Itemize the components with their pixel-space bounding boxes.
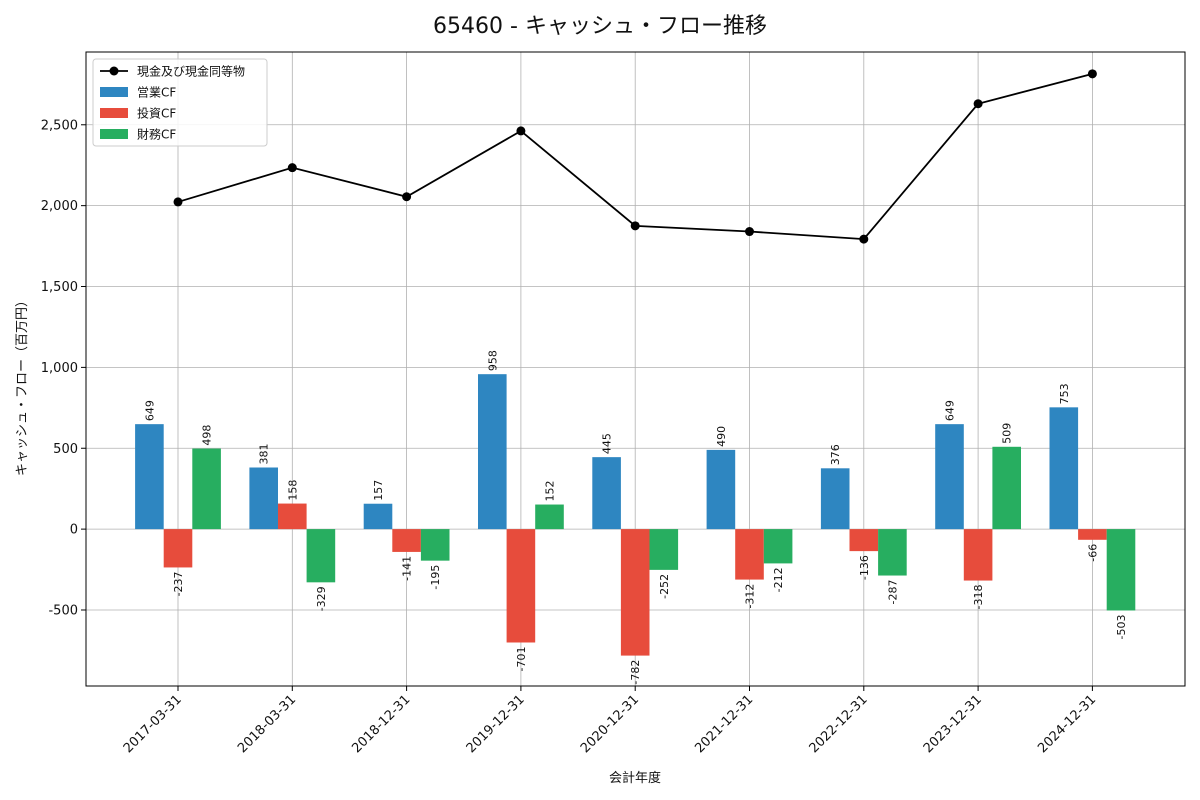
bar-財務CF-2021-12-31: [763, 529, 793, 564]
value-label: 753: [1058, 383, 1071, 404]
bar-投資CF-2021-12-31: [735, 529, 764, 580]
value-label: 498: [201, 425, 214, 446]
cash-point-2018-12-31: [402, 192, 412, 202]
bar-投資CF-2020-12-31: [620, 529, 650, 656]
value-label: -312: [744, 584, 757, 609]
bar-財務CF-2022-12-31: [878, 529, 907, 576]
bar-営業CF-2019-12-31: [478, 374, 507, 530]
x-axis-label: 会計年度: [609, 770, 661, 786]
legend-swatch: [100, 87, 128, 97]
value-label: -212: [772, 567, 785, 592]
value-label: -782: [629, 660, 642, 685]
value-label: 381: [258, 443, 271, 464]
value-label: 152: [544, 481, 557, 502]
legend-marker: [109, 66, 119, 76]
x-tick-label: 2017-03-31: [121, 692, 185, 756]
x-tick-label: 2018-03-31: [235, 692, 299, 756]
y-tick-label: -500: [48, 603, 78, 618]
bar-財務CF-2024-12-31: [1106, 529, 1136, 611]
value-label-layer: 649 381 157 958 445 490 376 649 753 -237 158 -141 -7…: [143, 350, 1128, 684]
value-label: 649: [944, 400, 957, 421]
bar-財務CF-2018-03-31: [306, 529, 336, 583]
value-label: -329: [315, 586, 328, 611]
value-label: -252: [658, 574, 671, 599]
bar-投資CF-2023-12-31: [963, 529, 993, 581]
cash-point-2017-03-31: [173, 197, 183, 207]
value-label: -136: [858, 555, 871, 580]
bar-営業CF-2017-03-31: [135, 424, 164, 530]
cash-point-2019-12-31: [516, 126, 526, 136]
legend-label: 現金及び現金同等物: [137, 64, 245, 79]
value-label: 376: [829, 444, 842, 465]
value-label: 509: [1001, 423, 1014, 444]
bar-営業CF-2018-03-31: [249, 467, 278, 530]
bar-営業CF-2024-12-31: [1049, 407, 1079, 530]
cash-point-2022-12-31: [859, 234, 869, 244]
legend-swatch: [100, 129, 128, 139]
legend-label: 投資CF: [137, 106, 176, 121]
value-label: -503: [1115, 614, 1128, 639]
bar-投資CF-2019-12-31: [506, 529, 536, 643]
bar-営業CF-2020-12-31: [592, 457, 621, 530]
legend-label: 営業CF: [137, 86, 176, 100]
bar-layer: [135, 374, 1136, 656]
cash-point-2024-12-31: [1087, 69, 1097, 79]
value-label: -237: [172, 571, 185, 596]
line-layer: [173, 69, 1097, 244]
value-label: -141: [401, 556, 414, 581]
value-label: 958: [486, 350, 499, 371]
bar-財務CF-2017-03-31: [192, 448, 221, 530]
value-label: -701: [515, 646, 528, 671]
x-tick-label: 2018-12-31: [349, 692, 413, 756]
bar-財務CF-2019-12-31: [535, 504, 564, 530]
value-label: 445: [601, 433, 614, 454]
x-tick-label: 2023-12-31: [921, 692, 985, 756]
value-label: 649: [143, 400, 156, 421]
x-tick-label: 2020-12-31: [578, 692, 642, 756]
y-tick-label: 1,000: [41, 361, 78, 376]
value-label: 157: [372, 480, 385, 501]
bar-投資CF-2018-12-31: [392, 529, 421, 552]
legend-swatch: [100, 108, 128, 118]
bar-営業CF-2018-12-31: [363, 503, 393, 530]
bar-財務CF-2023-12-31: [992, 446, 1021, 530]
y-tick-label: 1,500: [41, 280, 78, 295]
cash-point-2020-12-31: [630, 221, 640, 231]
bar-財務CF-2018-12-31: [420, 529, 450, 561]
x-tick-label: 2022-12-31: [807, 692, 871, 756]
value-label: -66: [1086, 544, 1099, 562]
value-label: 490: [715, 426, 728, 447]
bar-財務CF-2020-12-31: [649, 529, 679, 570]
bar-投資CF-2024-12-31: [1078, 529, 1107, 540]
value-label: -287: [886, 580, 899, 605]
chart-title: 65460 - キャッシュ・フロー推移: [433, 14, 767, 39]
legend-box: [92, 58, 268, 147]
axis-layer: -500 0 500 1,000 1,500 2,000 2,500 2017-03-31 20…: [41, 51, 1186, 756]
bar-投資CF-2022-12-31: [849, 529, 879, 552]
grid-layer: [86, 52, 1185, 686]
y-tick-label: 2,000: [41, 199, 78, 214]
bar-営業CF-2021-12-31: [706, 449, 736, 530]
cash-point-2023-12-31: [973, 99, 983, 109]
value-label: -318: [972, 585, 985, 610]
cash-point-2018-03-31: [287, 163, 297, 173]
y-axis-label: キャッシュ・フロー（百万円）: [15, 294, 30, 476]
bar-投資CF-2017-03-31: [163, 529, 193, 568]
x-tick-label: 2024-12-31: [1035, 692, 1099, 756]
y-tick-label: 2,500: [41, 118, 78, 133]
legend-label: 財務CF: [137, 127, 176, 142]
value-label: 158: [286, 480, 299, 501]
y-tick-label: 500: [53, 442, 78, 457]
x-tick-label: 2019-12-31: [464, 692, 528, 756]
value-label: -195: [429, 565, 442, 590]
y-tick-label: 0: [70, 523, 78, 538]
bar-投資CF-2018-03-31: [278, 503, 307, 530]
bar-営業CF-2023-12-31: [935, 424, 964, 530]
bar-営業CF-2022-12-31: [820, 468, 850, 530]
x-tick-label: 2021-12-31: [692, 692, 756, 756]
cash-point-2021-12-31: [745, 227, 754, 237]
